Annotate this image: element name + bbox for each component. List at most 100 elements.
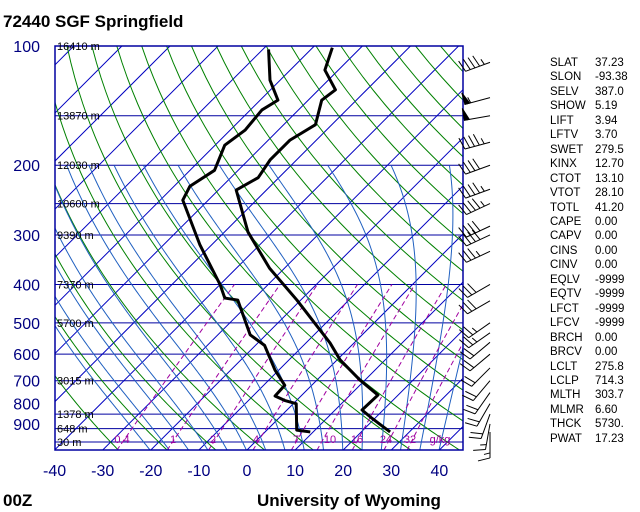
height-label: 16410 m bbox=[57, 41, 100, 53]
index-value: 0.00 bbox=[595, 230, 618, 243]
barb-full bbox=[462, 285, 473, 296]
temperature-tick-label: -20 bbox=[139, 463, 162, 480]
mixing-ratio-label: 10 bbox=[324, 434, 336, 446]
height-label: 3015 m bbox=[57, 376, 94, 388]
index-name: SLON bbox=[550, 71, 582, 84]
index-value: -9999 bbox=[595, 317, 625, 330]
height-label: 648 m bbox=[57, 424, 88, 436]
barb-half bbox=[480, 138, 485, 145]
index-row-eqtv: EQTV -9999 bbox=[550, 287, 628, 301]
index-value: 387.0 bbox=[595, 85, 624, 98]
barb-full bbox=[458, 304, 468, 315]
temperature-tick-label: 40 bbox=[431, 463, 449, 480]
isotherm bbox=[55, 46, 315, 307]
dry-adiabat bbox=[141, 46, 463, 422]
index-row-lift: LIFT 3.94 bbox=[550, 114, 628, 128]
mixing-ratio-label: 16 bbox=[351, 434, 363, 446]
index-value: 275.8 bbox=[595, 360, 624, 373]
index-name: EQTV bbox=[550, 288, 582, 301]
index-row-brcv: BRCV 0.00 bbox=[550, 345, 628, 359]
barb-full bbox=[477, 457, 491, 462]
barb-full bbox=[472, 134, 480, 146]
moist-adiabat bbox=[113, 165, 286, 450]
barb-full bbox=[458, 288, 468, 298]
index-row-ctot: CTOT 13.10 bbox=[550, 172, 628, 186]
pressure-tick-label: 500 bbox=[13, 316, 40, 333]
barb-full bbox=[459, 363, 471, 372]
index-value: 6.60 bbox=[595, 403, 618, 416]
barb-staff bbox=[466, 234, 491, 247]
moist-adiabat bbox=[419, 165, 454, 450]
index-name: CINS bbox=[550, 244, 578, 257]
wind-barb bbox=[458, 134, 491, 150]
barb-full bbox=[464, 422, 478, 427]
barb-staff bbox=[480, 413, 491, 439]
barb-full bbox=[473, 449, 486, 451]
height-label: 30 m bbox=[57, 437, 81, 449]
height-label: 1378 m bbox=[57, 409, 94, 421]
mixing-ratio-label: 4 bbox=[253, 434, 259, 446]
temperature-tick-label: 0 bbox=[243, 463, 252, 480]
barb-full bbox=[463, 348, 475, 357]
dewpoint-profile bbox=[181, 49, 311, 434]
height-label: 10600 m bbox=[57, 199, 100, 211]
barb-full bbox=[462, 233, 472, 245]
index-row-lfct: LFCT -9999 bbox=[550, 302, 628, 316]
moist-adiabat bbox=[55, 263, 190, 450]
index-row-totl: TOTL 41.20 bbox=[550, 201, 628, 215]
mixing-ratio-line bbox=[252, 284, 358, 450]
temperature-tick-label: 30 bbox=[382, 463, 400, 480]
wind-barb bbox=[459, 341, 491, 360]
mixing-ratio-label: 24 bbox=[380, 434, 392, 446]
moist-adiabat bbox=[218, 164, 344, 450]
barb-full bbox=[471, 229, 481, 240]
barb-staff bbox=[469, 353, 491, 372]
index-name: KINX bbox=[550, 158, 577, 171]
dry-adiabat bbox=[265, 46, 463, 272]
mixing-ratio-line bbox=[166, 284, 281, 450]
barb-full bbox=[465, 390, 477, 398]
isotherm bbox=[150, 137, 463, 450]
mixing-ratio-line bbox=[316, 284, 416, 450]
barb-full bbox=[458, 227, 467, 238]
barb-full bbox=[462, 202, 472, 213]
index-row-capv: CAPV 0.00 bbox=[550, 229, 628, 243]
index-name: TOTL bbox=[550, 201, 580, 214]
mixing-ratio-label: 32 bbox=[404, 434, 416, 446]
moist-adiabat bbox=[268, 164, 364, 450]
dry-adiabat bbox=[290, 46, 463, 243]
mixing-ratio-label: 1 bbox=[170, 434, 176, 446]
mixing-ratio-label: 0.4 bbox=[114, 434, 129, 446]
barb-pennant bbox=[461, 92, 471, 105]
index-row-thck: THCK 5730. bbox=[550, 417, 628, 431]
barb-full bbox=[467, 200, 476, 211]
index-row-mlth: MLTH 303.7 bbox=[550, 388, 628, 402]
barb-staff bbox=[466, 250, 491, 263]
index-name: THCK bbox=[550, 418, 582, 431]
height-label: 13870 m bbox=[57, 111, 100, 123]
wind-barb bbox=[458, 229, 491, 247]
dry-adiabat bbox=[116, 46, 461, 450]
barb-staff bbox=[469, 341, 491, 360]
isotherm bbox=[55, 46, 363, 355]
barb-staff bbox=[471, 367, 491, 387]
wind-barb bbox=[459, 332, 491, 349]
index-value: 0.00 bbox=[595, 215, 618, 228]
mixing-ratio-label: g/kg bbox=[430, 434, 451, 446]
barb-half bbox=[467, 97, 472, 104]
index-row-cape: CAPE 0.00 bbox=[550, 215, 628, 229]
height-label: 5700 m bbox=[57, 318, 94, 330]
barb-staff bbox=[468, 332, 491, 349]
pressure-tick-label: 600 bbox=[13, 347, 40, 364]
pressure-tick-label: 900 bbox=[13, 417, 40, 434]
moist-adiabat bbox=[143, 164, 305, 450]
index-row-slon: SLON -93.38 bbox=[550, 70, 628, 84]
index-value: 303.7 bbox=[595, 389, 624, 402]
index-name: SELV bbox=[550, 85, 579, 98]
index-row-lftv: LFTV 3.70 bbox=[550, 128, 628, 142]
index-row-vtot: VTOT 28.10 bbox=[550, 186, 628, 200]
index-value: 714.3 bbox=[595, 374, 624, 387]
wind-barb bbox=[461, 92, 491, 105]
wind-barb bbox=[458, 182, 491, 199]
mixing-ratio-line bbox=[116, 284, 235, 450]
